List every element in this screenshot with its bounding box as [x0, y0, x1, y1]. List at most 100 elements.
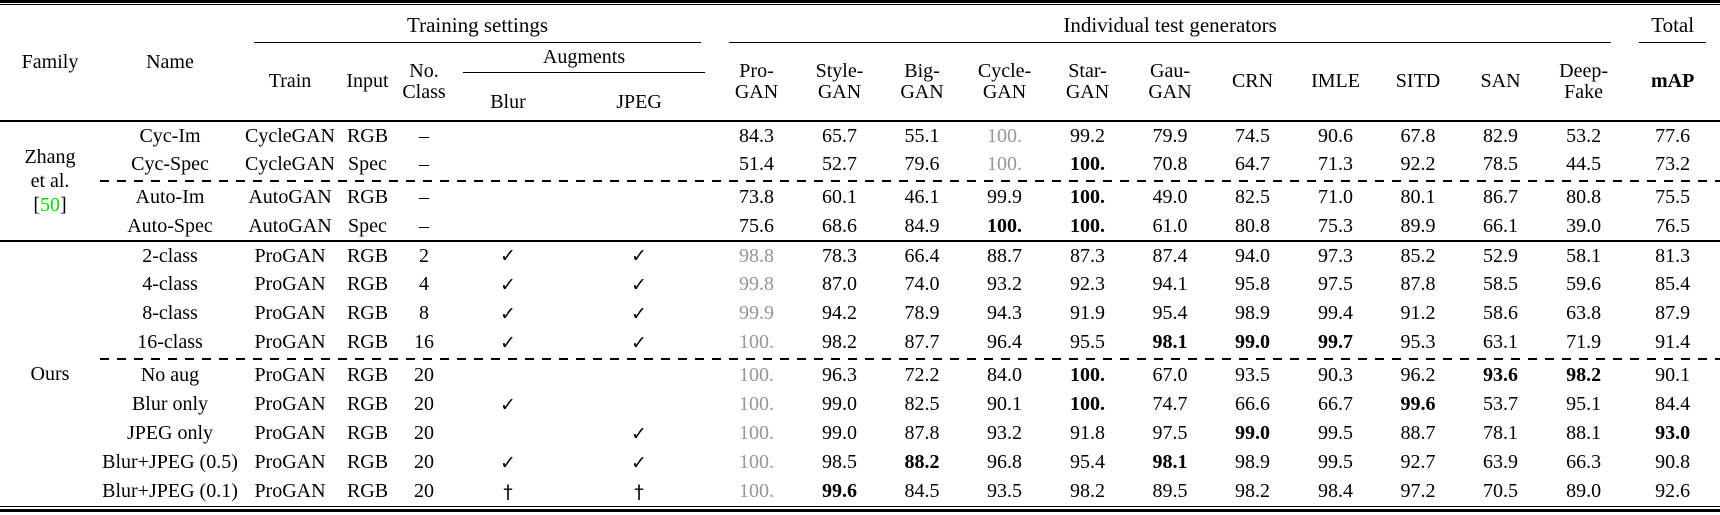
- col-header-blur: Blur: [490, 91, 526, 113]
- cell-input: RGB: [346, 124, 389, 147]
- cell-num-classes: –: [419, 214, 429, 237]
- cell-ap-pro-gan: 99.9: [739, 302, 775, 324]
- cell-ap-sitd: 99.6: [1400, 393, 1436, 415]
- cell-ap-crn: 98.9: [1235, 302, 1271, 324]
- col-header-family: Family: [21, 51, 79, 73]
- cell-ap-crn: 99.0: [1235, 422, 1271, 444]
- cell-ap-star-gan: 100.: [1070, 393, 1106, 415]
- cell-ap-sitd: 92.7: [1400, 451, 1436, 473]
- cell-ap-cycle-gan: 93.2: [987, 422, 1023, 444]
- col-header-train: Train: [268, 70, 312, 92]
- cell-ap-cycle-gan: 96.4: [987, 331, 1023, 353]
- cell-ap-gau-gan: 79.9: [1152, 124, 1188, 147]
- table-row-no-aug: No aug ProGAN RGB 20 100. 96.3 72.2 84.0 100. 67.…: [0, 361, 1720, 390]
- cell-map-total: 81.3: [1655, 244, 1691, 267]
- training-settings-label: Training settings: [407, 13, 548, 37]
- cell-ap-star-gan: 99.2: [1070, 124, 1106, 147]
- cell-ap-imle: 71.3: [1318, 153, 1354, 175]
- cell-ap-star-gan: 98.2: [1070, 480, 1106, 502]
- cell-ap-crn: 95.8: [1235, 273, 1271, 295]
- test-generators-rule: Individual test generators: [729, 13, 1612, 43]
- cell-ap-big-gan: 84.9: [904, 214, 940, 237]
- cell-ap-big-gan: 78.9: [904, 302, 940, 324]
- cell-ap-crn: 82.5: [1235, 186, 1271, 208]
- cell-map-total: 91.4: [1655, 331, 1691, 353]
- header-row-groups: Family Name Training settings Individual…: [0, 5, 1720, 73]
- cell-ap-san: 52.9: [1483, 244, 1519, 267]
- cell-name: Blur only: [131, 393, 209, 415]
- cell-blur-augment: ✓: [500, 245, 516, 267]
- cell-name: 4-class: [142, 273, 198, 295]
- cell-train: CycleGAN: [245, 153, 335, 175]
- cell-ap-cycle-gan: 88.7: [987, 244, 1023, 267]
- cell-blur-augment: [453, 361, 563, 390]
- cell-ap-crn: 94.0: [1235, 244, 1271, 267]
- cell-ap-crn: 80.8: [1235, 214, 1271, 237]
- cell-ap-style-gan: 99.0: [822, 393, 858, 415]
- cell-jpeg-augment: ✓: [631, 451, 647, 474]
- cell-num-classes: 4: [419, 273, 429, 295]
- cell-ap-cycle-gan: 84.0: [987, 364, 1023, 386]
- cell-ap-deep-fake: 98.2: [1566, 364, 1602, 386]
- cell-name: Cyc-Im: [139, 124, 201, 147]
- cell-train: ProGAN: [254, 302, 326, 324]
- dashed-separator: [0, 357, 1720, 361]
- citation-link[interactable]: 50: [40, 194, 60, 216]
- cell-ap-sitd: 96.2: [1400, 364, 1436, 386]
- cell-input: RGB: [346, 273, 389, 295]
- cell-map-total: 76.5: [1655, 214, 1691, 237]
- cell-ap-star-gan: 100.: [1070, 214, 1106, 237]
- cell-ap-san: 53.7: [1483, 393, 1519, 415]
- cell-ap-big-gan: 88.2: [904, 451, 940, 473]
- cell-jpeg-augment: †: [634, 480, 644, 503]
- table-header: Family Name Training settings Individual…: [0, 5, 1720, 121]
- cell-num-classes: 20: [414, 393, 434, 415]
- cell-ap-crn: 66.6: [1235, 393, 1271, 415]
- cell-ap-san: 78.1: [1483, 422, 1519, 444]
- dashed-separator-cell: [100, 179, 1720, 183]
- cell-ap-style-gan: 87.0: [822, 273, 858, 295]
- dashed-separator: [0, 179, 1720, 183]
- cell-ap-crn: 98.2: [1235, 480, 1271, 502]
- cell-map-total: 90.1: [1655, 364, 1691, 386]
- cell-blur-augment: ✓: [500, 393, 516, 416]
- cell-train: ProGAN: [254, 393, 326, 415]
- col-header-map: mAP: [1650, 70, 1695, 92]
- cell-train: ProGAN: [254, 331, 326, 353]
- cell-ap-cycle-gan: 94.3: [987, 302, 1023, 324]
- cell-ap-gau-gan: 98.1: [1152, 331, 1188, 353]
- cell-name: 2-class: [142, 244, 198, 267]
- cell-input: Spec: [348, 153, 387, 175]
- cell-train: ProGAN: [254, 364, 326, 386]
- table-row-8-class: 8-class ProGAN RGB 8 ✓ ✓ 99.9 94.2 78.9 94.3 91.9 9…: [0, 299, 1720, 328]
- cell-train: ProGAN: [254, 273, 326, 295]
- cell-ap-style-gan: 94.2: [822, 302, 858, 324]
- cell-ap-deep-fake: 89.0: [1566, 480, 1602, 502]
- cell-ap-sitd: 95.3: [1400, 331, 1436, 353]
- cell-ap-pro-gan: 100.: [739, 331, 775, 353]
- col-group-total: Total: [1625, 5, 1720, 43]
- cell-ap-imle: 75.3: [1318, 214, 1354, 237]
- cell-input: RGB: [346, 480, 389, 502]
- table-row-cyc-spec: Cyc-Spec CycleGAN Spec – 51.4 52.7 79.6 100. 100…: [0, 150, 1720, 179]
- cell-ap-pro-gan: 75.6: [739, 214, 775, 237]
- cell-ap-star-gan: 100.: [1070, 153, 1106, 175]
- cell-ap-sitd: 67.8: [1400, 124, 1436, 147]
- cell-map-total: 84.4: [1655, 393, 1691, 415]
- cell-ap-imle: 66.7: [1318, 393, 1354, 415]
- cell-input: RGB: [346, 451, 389, 473]
- cell-ap-big-gan: 55.1: [904, 124, 940, 147]
- cell-ap-imle: 97.3: [1318, 244, 1354, 267]
- cell-input: RGB: [346, 302, 389, 324]
- cell-ap-san: 63.9: [1483, 451, 1519, 473]
- cell-map-total: 92.6: [1655, 480, 1691, 502]
- col-header-star-gan: Star- GAN: [1065, 59, 1110, 103]
- cell-ap-sitd: 89.9: [1400, 214, 1436, 237]
- family-label: Ours: [30, 363, 70, 385]
- cell-ap-gau-gan: 94.1: [1152, 273, 1188, 295]
- cell-name: 16-class: [137, 331, 203, 353]
- col-header-san: SAN: [1480, 70, 1521, 92]
- cell-ap-gau-gan: 70.8: [1152, 153, 1188, 175]
- cell-ap-pro-gan: 100.: [739, 393, 775, 415]
